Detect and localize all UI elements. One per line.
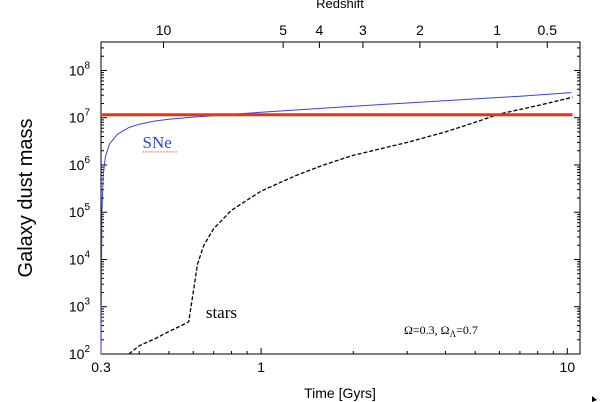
series-line-stars bbox=[128, 96, 573, 355]
x-tick-label: 1 bbox=[257, 359, 265, 375]
series-line-sne bbox=[100, 92, 572, 355]
top-tick-label: 2 bbox=[416, 22, 424, 38]
y-tick-label: 102 bbox=[69, 344, 91, 362]
y-tick-label: 108 bbox=[69, 60, 91, 78]
cosmology-omega: Ω=0.3, Ω bbox=[404, 323, 450, 337]
top-tick-label: 0.5 bbox=[538, 22, 558, 38]
y-tick-label: 107 bbox=[69, 108, 91, 126]
y-axis-label: Galaxy dust mass bbox=[15, 119, 37, 278]
top-tick-label: 5 bbox=[279, 22, 287, 38]
x-tick-label: 10 bbox=[560, 359, 576, 375]
series-group bbox=[100, 92, 573, 355]
top-tick-label: 10 bbox=[156, 22, 172, 38]
top-tick-label: 1 bbox=[493, 22, 501, 38]
corner-arrow-icon bbox=[592, 396, 597, 402]
y-tick-label: 106 bbox=[69, 155, 91, 173]
annotation-stars: stars bbox=[206, 303, 237, 322]
y-axis-ticks: 102 103 104 105 106 107 108 bbox=[69, 41, 580, 362]
annotation-sne: SNe bbox=[143, 133, 172, 152]
top-axis-ticks: 10 5 4 3 2 1 0.5 bbox=[156, 22, 557, 48]
annotations: SNe stars bbox=[142, 133, 237, 322]
cosmology-lambda: Λ bbox=[450, 329, 457, 339]
x-axis-label: Time [Gyrs] bbox=[304, 385, 376, 401]
plot-frame bbox=[100, 41, 581, 355]
top-tick-label: 3 bbox=[359, 22, 367, 38]
x-tick-label: 0.3 bbox=[91, 359, 111, 375]
cosmology-annotation: Ω=0.3, ΩΛ=0.7 bbox=[404, 323, 478, 339]
cosmology-value: =0.7 bbox=[456, 323, 478, 337]
x-axis-ticks: 0.3 1 10 bbox=[91, 348, 575, 375]
y-tick-label: 103 bbox=[69, 297, 91, 315]
top-axis-label: Redshift bbox=[316, 0, 364, 11]
top-tick-label: 4 bbox=[315, 22, 323, 38]
y-tick-label: 105 bbox=[69, 202, 91, 220]
y-tick-label: 104 bbox=[69, 249, 91, 267]
